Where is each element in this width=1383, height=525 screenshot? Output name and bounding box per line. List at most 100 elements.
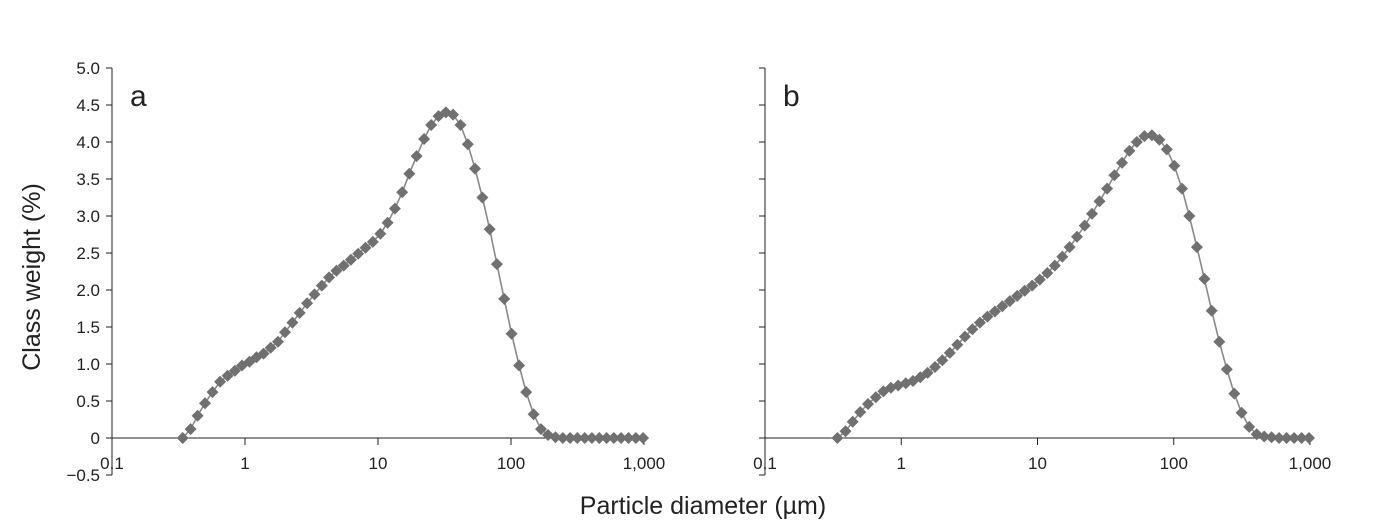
a-data-point: [359, 241, 372, 254]
b-data-point: [862, 398, 874, 410]
b-data-point: [1265, 431, 1278, 444]
b-data-point: [1071, 230, 1083, 243]
b-data-point: [1228, 387, 1241, 400]
a-data-point: [578, 432, 591, 444]
a-y-tick-label: 5.0: [76, 59, 100, 78]
a-data-point: [221, 369, 234, 382]
a-data-point: [228, 364, 241, 377]
b-data-point: [1198, 272, 1211, 285]
a-data-point: [593, 432, 606, 444]
b-data-point: [1168, 159, 1181, 172]
b-data-point: [1101, 182, 1114, 195]
b-x-tick-label: 1: [897, 454, 906, 473]
b-data-point: [929, 361, 941, 373]
a-data-point: [301, 297, 314, 310]
panel-a: −0.5 0 0.5 1.0 1.5 2.0 2.5 3.0 3.5 4.0 4.5 5.0 0.1 1 1…: [66, 59, 665, 485]
a-y-tick-label: 0.5: [76, 392, 100, 411]
b-data-point: [1003, 295, 1016, 308]
panel-b: 0.1 1 10 100 1,000 b: [753, 67, 1331, 476]
b-data-point: [1295, 432, 1308, 444]
b-data-point: [1288, 432, 1301, 444]
a-data-point: [454, 119, 467, 131]
a-data-point: [279, 326, 291, 339]
a-data-point: [461, 138, 474, 151]
a-data-point: [315, 279, 328, 292]
a-data-point: [469, 162, 481, 175]
a-data-point: [410, 150, 423, 163]
b-data-point: [996, 300, 1009, 313]
a-series-line: [182, 111, 644, 439]
a-y-tick-label: 2.5: [76, 244, 100, 263]
b-x-tick-label: 100: [1160, 454, 1188, 473]
b-data-point: [1086, 207, 1098, 220]
a-data-point: [264, 341, 277, 354]
a-data-point: [308, 288, 321, 301]
b-data-point: [1258, 430, 1271, 443]
a-data-point: [549, 431, 562, 444]
a-data-point: [607, 432, 620, 444]
b-data-point: [1078, 219, 1091, 232]
b-data-point: [1063, 241, 1076, 254]
a-data-point: [272, 335, 284, 348]
b-data-point: [1160, 143, 1173, 156]
a-data-point: [535, 423, 547, 436]
b-data-point: [1176, 182, 1188, 195]
a-data-point: [199, 397, 211, 410]
a-data-point: [293, 306, 306, 319]
a-data-point: [344, 253, 357, 266]
b-data-point: [854, 406, 867, 419]
b-data-point: [1056, 250, 1069, 263]
a-data-point: [425, 119, 438, 131]
b-data-point: [936, 354, 949, 367]
b-data-point: [958, 330, 971, 343]
b-data-point: [951, 338, 964, 351]
a-data-point: [323, 271, 336, 284]
b-data-point: [1205, 304, 1218, 317]
a-data-point: [184, 423, 197, 436]
a-data-point: [206, 386, 219, 399]
a-y-tick-label: 2.0: [76, 281, 100, 300]
a-data-point: [418, 133, 431, 145]
a-x-tick-label: 1,000: [623, 454, 666, 473]
b-data-point: [1093, 195, 1106, 208]
x-axis-title: Particle diameter (µm): [580, 492, 826, 520]
a-y-tick-label: −0.5: [66, 466, 100, 485]
b-data-point: [1213, 335, 1226, 348]
b-data-point: [1280, 432, 1293, 444]
a-data-point: [396, 186, 409, 199]
a-data-point: [600, 432, 613, 444]
b-data-point: [1243, 420, 1256, 433]
b-data-point: [1033, 273, 1046, 286]
a-data-point: [629, 432, 642, 444]
b-data-point: [1303, 432, 1315, 444]
b-panel-label: b: [783, 80, 800, 113]
a-y-tick-label: 3.0: [76, 207, 100, 226]
b-data-point: [1116, 156, 1128, 169]
b-data-point: [1018, 284, 1031, 297]
a-data-point: [476, 191, 489, 204]
a-data-point: [520, 386, 533, 399]
a-data-point: [191, 409, 204, 422]
a-data-point: [447, 108, 460, 121]
a-y-tick-label: 3.5: [76, 170, 100, 189]
a-data-point: [330, 264, 343, 277]
a-x-tick-label: 100: [497, 454, 525, 473]
a-data-point: [374, 227, 387, 240]
b-data-point: [1153, 133, 1166, 146]
a-y-tick-label: 1.5: [76, 318, 100, 337]
a-data-point: [403, 167, 416, 180]
a-x-tick-label: 1: [240, 454, 249, 473]
a-data-point: [637, 432, 650, 444]
b-data-point: [973, 316, 986, 329]
b-data-point: [1138, 130, 1151, 143]
a-x-tick-label: 0.1: [100, 454, 124, 473]
a-data-point: [622, 432, 635, 444]
a-data-point: [571, 432, 584, 444]
b-data-point: [921, 366, 934, 379]
a-data-point: [615, 432, 628, 444]
b-data-point: [1183, 210, 1196, 222]
b-data-point: [1235, 406, 1248, 419]
b-data-point: [1011, 289, 1024, 302]
a-data-point: [585, 432, 598, 444]
